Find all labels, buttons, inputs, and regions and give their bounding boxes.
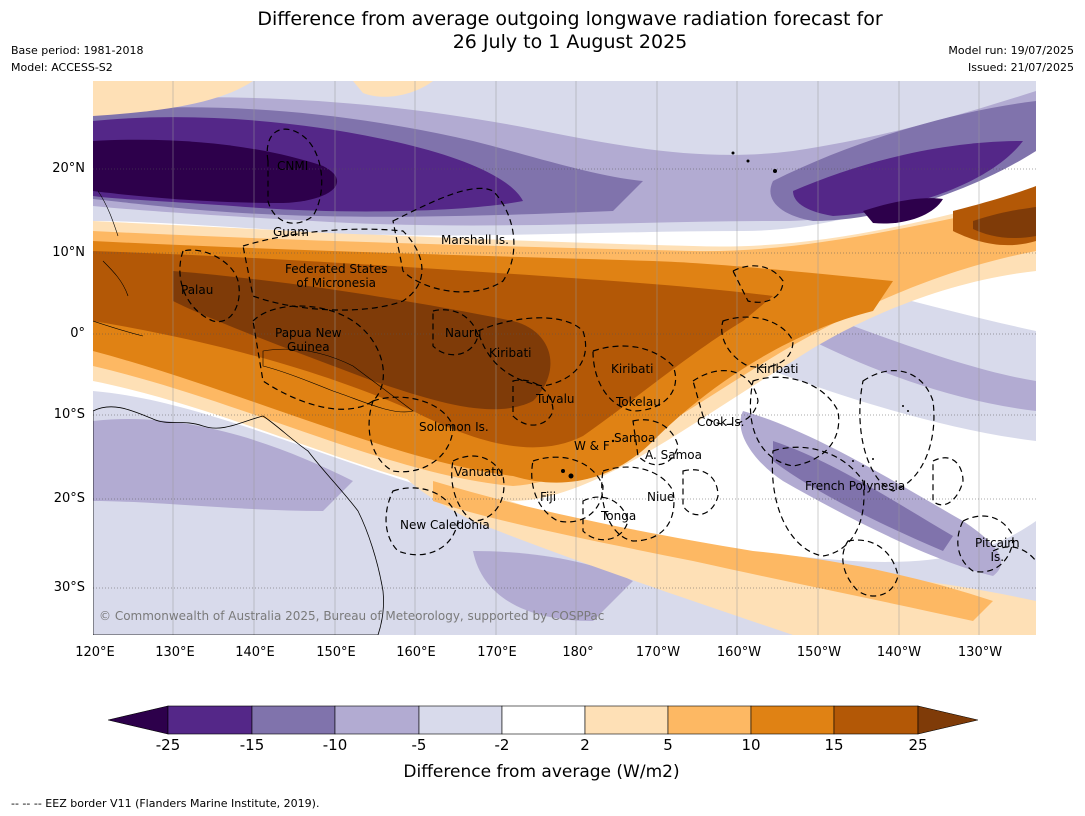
colorbar: [108, 705, 978, 735]
colorbar-tick: -10: [322, 736, 348, 754]
colorbar-label-wrap: Difference from average (W/m2): [0, 762, 1085, 782]
forecast-map: CNMI Guam Marshall Is. Federated States …: [93, 81, 1036, 635]
colorbar-tick: 15: [824, 736, 844, 754]
colorbar-segment: [418, 705, 503, 735]
label-png-line2: Guinea: [287, 340, 330, 354]
colorbar-label: Difference from average (W/m2): [403, 762, 680, 782]
label-pitcairn-line2: Is.: [990, 550, 1005, 564]
label-pitcairn-line1: Pitcairn: [975, 536, 1020, 550]
colorbar-max-extend: [917, 705, 978, 735]
lon-label: 130°E: [155, 645, 195, 660]
label-fiji: Fiji: [540, 490, 557, 504]
colorbar-tick: 2: [580, 736, 590, 754]
colorbar-tick: -15: [239, 736, 265, 754]
colorbar-tick: 5: [663, 736, 673, 754]
colorbar-segment: [833, 705, 919, 735]
label-cook-islands: Cook Is.: [697, 415, 745, 429]
chart-title: Difference from average outgoing longwav…: [0, 8, 1085, 54]
lat-label: 20°S: [53, 491, 85, 506]
colorbar-tick: -25: [155, 736, 181, 754]
label-tonga: Tonga: [601, 509, 637, 523]
lat-label: 30°S: [53, 580, 85, 595]
lon-label: 170°W: [635, 645, 681, 660]
colorbar-segment: [584, 705, 669, 735]
map-svg: [93, 81, 1036, 635]
lon-label: 180°: [562, 645, 594, 660]
label-pitcairn: Pitcairn Is.: [975, 536, 1020, 564]
colorbar-segment: [334, 705, 420, 735]
lat-label: 0°: [70, 326, 85, 341]
colorbar-min-extend: [108, 705, 169, 735]
model-name: Model: ACCESS-S2: [11, 61, 113, 74]
issued-date: Issued: 21/07/2025: [967, 61, 1074, 74]
lon-label: 160°W: [716, 645, 762, 660]
eez-footnote: -- -- -- EEZ border V11 (Flanders Marine…: [11, 797, 320, 810]
lat-label: 10°S: [53, 407, 85, 422]
label-kiribati-east: Kiribati: [756, 362, 799, 376]
label-french-polynesia: French Polynesia: [805, 479, 906, 493]
colorbar-segment: [750, 705, 835, 735]
label-vanuatu: Vanuatu: [454, 465, 504, 479]
meta-left: Base period: 1981-2018 Model: ACCESS-S2: [11, 42, 143, 76]
base-period: Base period: 1981-2018: [11, 44, 144, 57]
lon-label: 170°E: [477, 645, 517, 660]
lon-label: 140°W: [876, 645, 922, 660]
lon-label: 150°E: [316, 645, 356, 660]
lon-label: 150°W: [796, 645, 842, 660]
colorbar-segment: [167, 705, 253, 735]
lon-label: 120°E: [75, 645, 115, 660]
label-niue: Niue: [647, 490, 675, 504]
colorbar-segment: [501, 705, 586, 735]
label-kiribati-central: Kiribati: [611, 362, 654, 376]
label-fsm-line2: of Micronesia: [296, 276, 377, 290]
label-tuvalu: Tuvalu: [536, 392, 575, 406]
lon-label: 160°E: [396, 645, 436, 660]
label-cnmi: CNMI: [277, 159, 309, 173]
colorbar-tick: 25: [908, 736, 928, 754]
label-nauru: Nauru: [445, 326, 482, 340]
label-samoa: Samoa: [614, 431, 656, 445]
label-new-caledonia: New Caledonia: [400, 518, 490, 532]
label-tokelau: Tokelau: [616, 395, 661, 409]
label-guam: Guam: [273, 225, 309, 239]
lon-label: 140°E: [235, 645, 275, 660]
label-png-line1: Papua New: [275, 326, 342, 340]
label-kiribati-west: Kiribati: [489, 346, 532, 360]
colorbar-segment: [251, 705, 336, 735]
model-run: Model run: 19/07/2025: [948, 44, 1074, 57]
colorbar-tick: 10: [741, 736, 761, 754]
colorbar-segment: [667, 705, 752, 735]
label-fsm-line1: Federated States: [285, 262, 388, 276]
lon-label: 130°W: [957, 645, 1003, 660]
title-line-1: Difference from average outgoing longwav…: [257, 8, 883, 30]
colorbar-tick: -2: [494, 736, 510, 754]
label-american-samoa: A. Samoa: [645, 448, 702, 462]
lat-label: 10°N: [52, 245, 85, 260]
lat-label: 20°N: [52, 161, 85, 176]
colorbar-tick: -5: [411, 736, 427, 754]
label-fsm: Federated States of Micronesia: [285, 262, 387, 290]
label-png: Papua New Guinea: [275, 326, 342, 354]
meta-right: Model run: 19/07/2025 Issued: 21/07/2025: [948, 42, 1074, 76]
title-line-2: 26 July to 1 August 2025: [452, 31, 688, 53]
label-marshall-islands: Marshall Is.: [441, 233, 509, 247]
label-wallis-futuna: W & F: [574, 439, 610, 453]
copyright-credit: © Commonwealth of Australia 2025, Bureau…: [99, 609, 605, 623]
label-solomon-islands: Solomon Is.: [419, 420, 489, 434]
label-palau: Palau: [181, 283, 214, 297]
